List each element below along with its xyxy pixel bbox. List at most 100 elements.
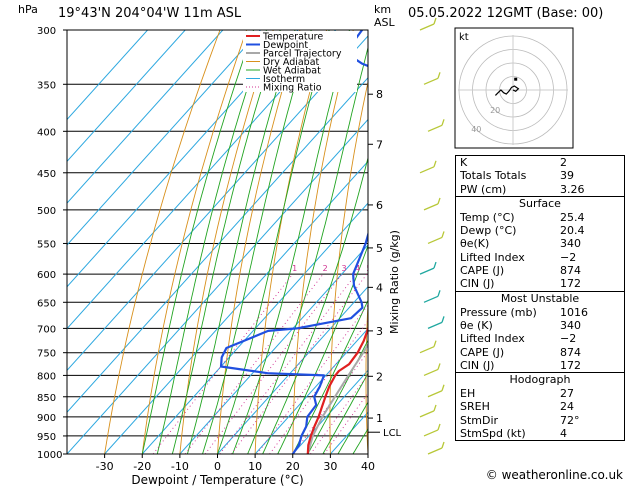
hodograph-row: SREH 24 bbox=[456, 400, 624, 413]
pressure-tick-label: 600 bbox=[37, 270, 56, 281]
wind-barb bbox=[437, 197, 441, 205]
plot-frame bbox=[66, 29, 369, 455]
surface-row: θe(K) 340 bbox=[456, 237, 624, 250]
surface-value: −2 bbox=[560, 250, 577, 264]
km-tick-label: 1 bbox=[376, 412, 383, 425]
index-value: 2 bbox=[560, 156, 567, 169]
most-unstable-row: Lifted Index −2 bbox=[456, 332, 624, 345]
wind-barb bbox=[437, 423, 441, 431]
surface-row: CAPE (J) 874 bbox=[456, 264, 624, 277]
legend-entry: Temperature bbox=[262, 32, 323, 43]
wind-barb bbox=[437, 363, 441, 370]
hodograph-label: StmDir bbox=[460, 413, 499, 427]
pressure-tick-label: 550 bbox=[37, 239, 56, 250]
surface-value: 172 bbox=[560, 277, 581, 291]
index-row: PW (cm) 3.26 bbox=[456, 183, 624, 196]
surface-value: 874 bbox=[560, 264, 581, 278]
temp-tick-label: -20 bbox=[133, 460, 151, 473]
most-unstable-box: Most Unstable Pressure (mb) 1016 θe (K) 340… bbox=[455, 291, 625, 374]
surface-value: 20.4 bbox=[560, 224, 585, 238]
mixing-ratio-line bbox=[152, 273, 294, 454]
isotherm-line bbox=[67, 30, 224, 204]
hodograph-title: Hodograph bbox=[509, 373, 571, 387]
most-unstable-value: −2 bbox=[560, 332, 577, 346]
wind-barb bbox=[423, 295, 439, 303]
isotherm-line bbox=[67, 77, 368, 413]
surface-label: Dewp (°C) bbox=[460, 224, 517, 238]
mixing-ratio-line bbox=[204, 273, 343, 454]
mixing-ratio-label: 3 bbox=[341, 264, 346, 273]
pressure-tick-label: 950 bbox=[37, 432, 56, 443]
temp-tick-label: 30 bbox=[323, 460, 337, 473]
surface-value: 25.4 bbox=[560, 210, 585, 224]
temp-tick-label: 10 bbox=[248, 460, 262, 473]
credit-footer: © weatheronline.co.uk bbox=[485, 468, 623, 482]
mixing-ratio-line bbox=[256, 304, 368, 454]
most-unstable-value: 172 bbox=[560, 358, 581, 372]
dry-adiabat-line bbox=[292, 30, 354, 454]
wind-barb bbox=[419, 267, 435, 275]
hodograph-value: 27 bbox=[560, 387, 574, 401]
hodograph-label: SREH bbox=[460, 400, 490, 414]
hodograph-ring-label: 40 bbox=[471, 125, 481, 134]
wet-adiabat-line bbox=[217, 30, 330, 454]
index-label: K bbox=[460, 156, 468, 169]
wet-adiabat-line bbox=[322, 372, 368, 454]
wind-barb bbox=[433, 17, 437, 25]
hodograph-value: 72° bbox=[560, 413, 580, 427]
index-row: Totals Totals 39 bbox=[456, 169, 624, 182]
hodograph-label: StmSpd (kt) bbox=[460, 427, 526, 441]
pressure-tick-label: 450 bbox=[37, 169, 56, 180]
most-unstable-value: 1016 bbox=[560, 305, 588, 319]
dry-adiabat-line bbox=[179, 30, 274, 454]
wind-barb bbox=[419, 410, 435, 418]
wind-barb bbox=[433, 160, 437, 167]
wet-adiabat-line bbox=[277, 244, 368, 454]
hodograph-ring-label: 20 bbox=[490, 106, 500, 115]
surface-label: θe(K) bbox=[460, 237, 490, 251]
most-unstable-value: 874 bbox=[560, 345, 581, 359]
mixing-ratio-label: 1 bbox=[292, 264, 297, 273]
pressure-tick-label: 400 bbox=[37, 127, 56, 138]
mixing-ratio-line bbox=[219, 273, 357, 454]
surface-label: Temp (°C) bbox=[460, 210, 515, 224]
most-unstable-label: CIN (J) bbox=[460, 358, 495, 372]
hodograph-unit-label: kt bbox=[459, 32, 469, 43]
pressure-tick-label: 750 bbox=[37, 349, 56, 360]
surface-value: 340 bbox=[560, 237, 581, 251]
pressure-tick-label: 700 bbox=[37, 324, 56, 335]
wet-adiabat-line bbox=[186, 30, 296, 454]
most-unstable-label: θe (K) bbox=[460, 318, 493, 332]
isotherm-line bbox=[67, 30, 337, 330]
hodograph-row: StmDir 72° bbox=[456, 414, 624, 427]
mixing-ratio-label: 5 bbox=[366, 264, 371, 273]
surface-row: Lifted Index −2 bbox=[456, 251, 624, 264]
isotherm-line bbox=[67, 118, 368, 454]
mixing-ratio-line bbox=[184, 273, 324, 454]
most-unstable-row: CIN (J) 172 bbox=[456, 359, 624, 372]
temp-tick-label: -10 bbox=[171, 460, 189, 473]
surface-title: Surface bbox=[519, 196, 561, 210]
temperature-line bbox=[306, 324, 368, 454]
km-tick-label: 7 bbox=[376, 138, 383, 151]
wind-barb bbox=[423, 368, 439, 377]
pressure-tick-label: 350 bbox=[37, 80, 56, 91]
km-tick-label: 4 bbox=[376, 281, 383, 294]
wind-barb bbox=[419, 23, 435, 31]
wind-barb bbox=[427, 390, 443, 398]
most-unstable-row: CAPE (J) 874 bbox=[456, 346, 624, 359]
most-unstable-label: CAPE (J) bbox=[460, 345, 505, 359]
km-unit: km bbox=[374, 3, 392, 16]
wind-barb bbox=[423, 429, 439, 437]
surface-label: Lifted Index bbox=[460, 250, 525, 264]
temp-tick-label: 0 bbox=[214, 460, 221, 473]
index-value: 3.26 bbox=[560, 182, 585, 196]
surface-label: CIN (J) bbox=[460, 277, 495, 291]
wet-adiabat-line bbox=[337, 401, 368, 454]
storm-motion-marker bbox=[514, 77, 518, 81]
most-unstable-row: θe (K) 340 bbox=[456, 319, 624, 332]
isotherm-line bbox=[104, 160, 368, 454]
pressure-tick-label: 850 bbox=[37, 393, 56, 404]
asl-unit: ASL bbox=[374, 16, 395, 29]
